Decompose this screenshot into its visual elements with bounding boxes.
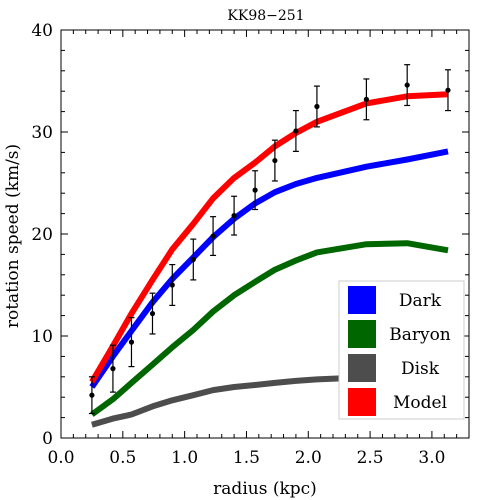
observation-marker — [293, 128, 299, 134]
data-point — [444, 69, 451, 112]
legend-label-disk: Disk — [401, 359, 440, 379]
data-point — [190, 238, 197, 281]
legend-swatch-baryon — [348, 320, 376, 348]
observation-marker — [252, 187, 258, 193]
data-point — [169, 264, 176, 306]
y-tick-label: 40 — [31, 21, 53, 41]
data-point — [292, 109, 299, 152]
x-tick-label: 0.0 — [47, 448, 74, 468]
data-point — [363, 78, 370, 121]
observation-marker — [210, 233, 216, 239]
data-point — [149, 292, 156, 335]
observation-marker — [272, 157, 278, 164]
observation-marker — [314, 103, 320, 110]
x-tick-label: 2.0 — [295, 448, 322, 468]
data-point — [313, 85, 320, 128]
x-tick-label: 2.5 — [357, 448, 384, 468]
observation-marker — [404, 82, 410, 88]
data-point — [231, 195, 238, 236]
legend-swatch-model — [348, 388, 376, 416]
y-tick-label: 20 — [31, 225, 53, 245]
legend-swatch-disk — [348, 354, 376, 382]
y-tick-label: 10 — [31, 327, 53, 347]
observation-marker — [445, 87, 451, 93]
chart-title: KK98−251 — [227, 8, 304, 24]
series-line-baryon — [90, 240, 449, 417]
data-point — [128, 317, 135, 368]
x-tick-label: 1.0 — [171, 448, 198, 468]
x-axis-label: radius (kpc) — [213, 479, 317, 499]
x-tick-label: 3.0 — [418, 448, 445, 468]
series-line-model — [89, 91, 449, 384]
legend-label-baryon: Baryon — [389, 325, 451, 345]
y-axis-label: rotation speed (km/s) — [3, 144, 23, 328]
data-point — [252, 170, 259, 211]
data-point — [210, 216, 217, 257]
data-point — [404, 64, 411, 107]
observation-marker — [89, 392, 95, 398]
observation-marker — [190, 256, 196, 263]
data-point — [109, 344, 116, 393]
legend: Dark Baryon Disk Model — [338, 280, 465, 420]
observation-marker — [149, 310, 156, 317]
observation-marker — [128, 339, 135, 345]
observation-marker — [231, 213, 237, 219]
data-point — [88, 376, 95, 415]
data-point — [271, 139, 278, 182]
observations-layer — [88, 64, 451, 415]
legend-label-dark: Dark — [399, 291, 442, 311]
x-tick-label: 1.5 — [233, 448, 260, 468]
observation-marker — [363, 96, 369, 102]
y-tick-label: 0 — [42, 429, 53, 449]
tick-layer: 0.0 0.5 1.0 1.5 2.0 2.5 3.0 0 10 20 30 40 — [31, 21, 469, 468]
y-tick-label: 30 — [31, 123, 53, 143]
legend-label-model: Model — [393, 393, 447, 413]
observation-marker — [110, 366, 116, 372]
x-tick-label: 0.5 — [109, 448, 136, 468]
observation-marker — [169, 282, 175, 288]
legend-swatch-dark — [348, 286, 376, 314]
